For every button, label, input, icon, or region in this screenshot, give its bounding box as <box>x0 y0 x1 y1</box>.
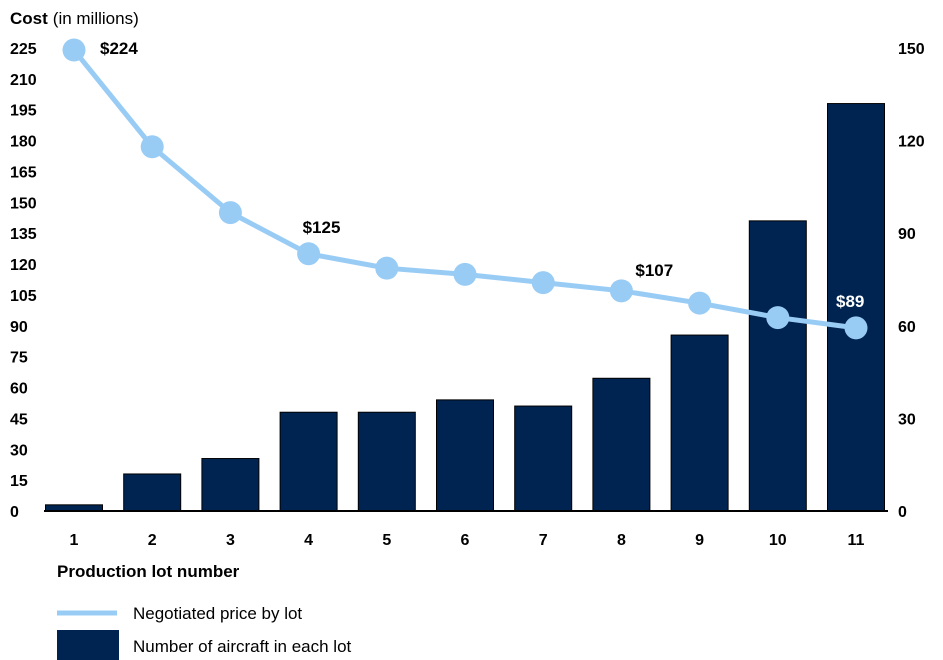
left-tick-label: 0 <box>10 504 19 521</box>
legend-label-price: Negotiated price by lot <box>133 604 302 623</box>
right-tick-label: 120 <box>898 134 925 151</box>
title-main: Cost <box>10 9 48 28</box>
price-point <box>453 262 477 286</box>
price-point <box>766 306 790 330</box>
right-tick-label: 90 <box>898 226 916 243</box>
right-tick-label: 60 <box>898 319 916 336</box>
x-tick-label: 7 <box>539 532 548 549</box>
x-tick-label: 4 <box>304 532 313 549</box>
x-tick-label: 1 <box>70 532 79 549</box>
left-tick-label: 120 <box>10 257 37 274</box>
chart-title: Cost (in millions) <box>10 9 139 28</box>
x-axis-ticks: 1 2 3 4 5 6 7 8 9 10 11 <box>70 532 865 549</box>
left-tick-label: 30 <box>10 442 28 459</box>
aircraft-bar <box>436 399 494 512</box>
price-line <box>72 48 857 331</box>
price-point <box>844 316 868 340</box>
x-tick-label: 11 <box>848 532 865 549</box>
right-axis-ticks: 150 120 90 60 30 0 <box>898 41 925 521</box>
x-axis-label: Production lot number <box>57 562 240 581</box>
left-tick-label: 195 <box>10 103 37 120</box>
aircraft-bar <box>670 334 729 512</box>
price-point <box>297 242 321 266</box>
price-data-label: $107 <box>635 261 673 280</box>
left-tick-label: 15 <box>10 473 28 490</box>
legend-label-aircraft: Number of aircraft in each lot <box>133 637 352 656</box>
x-tick-label: 3 <box>226 532 235 549</box>
price-line-series <box>62 38 868 340</box>
x-tick-label: 9 <box>695 532 704 549</box>
left-tick-label: 45 <box>10 411 28 428</box>
price-point <box>531 271 555 295</box>
left-tick-label: 150 <box>10 195 37 212</box>
left-tick-label: 210 <box>10 72 37 89</box>
price-data-label: $89 <box>836 292 864 311</box>
price-point <box>688 291 712 315</box>
aircraft-bar <box>279 411 338 512</box>
data-labels: $224 $125 $107 $89 <box>100 39 864 311</box>
aircraft-bar <box>748 220 807 512</box>
price-data-label: $125 <box>303 218 341 237</box>
price-point <box>140 135 164 159</box>
aircraft-bar <box>514 405 573 512</box>
x-tick-label: 5 <box>382 532 391 549</box>
title-units: (in millions) <box>53 9 139 28</box>
bar-series <box>45 103 885 512</box>
x-tick-label: 10 <box>769 532 787 549</box>
right-tick-label: 0 <box>898 504 907 521</box>
aircraft-bar <box>592 377 651 512</box>
price-point <box>218 201 242 225</box>
left-tick-label: 135 <box>10 226 37 243</box>
price-data-label: $224 <box>100 39 138 58</box>
aircraft-bar <box>201 458 260 512</box>
aircraft-bar <box>123 473 182 512</box>
price-point <box>62 38 86 62</box>
aircraft-bar <box>357 411 416 512</box>
left-tick-label: 180 <box>10 134 37 151</box>
left-tick-label: 75 <box>10 350 28 367</box>
left-tick-label: 105 <box>10 288 37 305</box>
price-point <box>375 256 399 280</box>
right-tick-label: 150 <box>898 41 925 58</box>
x-tick-label: 2 <box>148 532 157 549</box>
left-tick-label: 165 <box>10 164 37 181</box>
left-tick-label: 90 <box>10 319 28 336</box>
legend-bar-swatch <box>57 630 119 660</box>
x-tick-label: 6 <box>461 532 470 549</box>
left-tick-label: 225 <box>10 41 37 58</box>
x-tick-label: 8 <box>617 532 626 549</box>
legend: Negotiated price by lot Number of aircra… <box>57 604 352 660</box>
right-tick-label: 30 <box>898 411 916 428</box>
left-tick-label: 60 <box>10 381 28 398</box>
price-point <box>609 279 633 303</box>
